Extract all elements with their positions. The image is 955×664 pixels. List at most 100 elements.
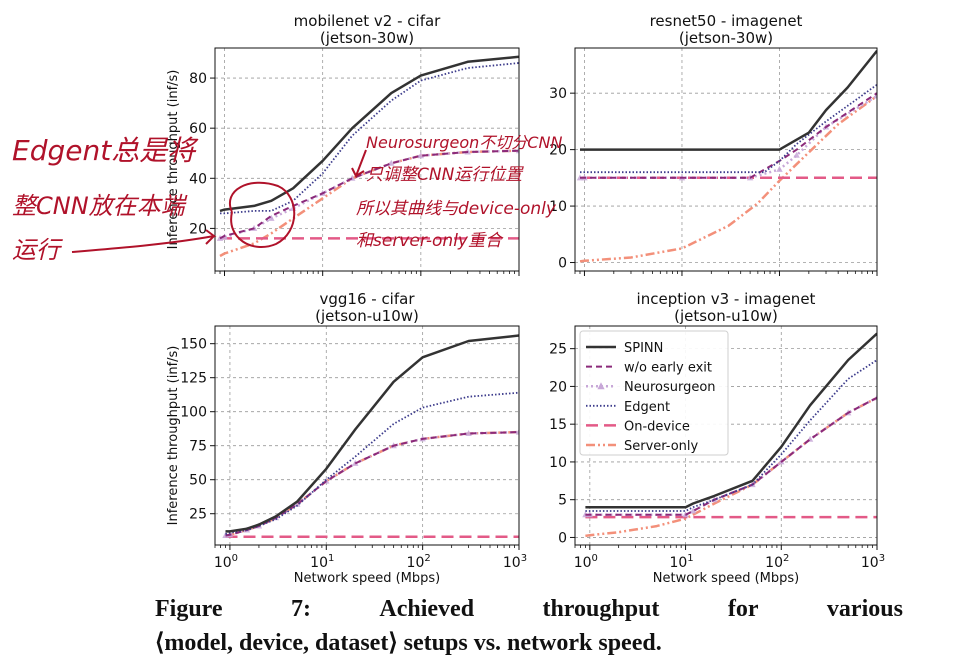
series-line-edgent bbox=[585, 359, 877, 512]
panel-mobilenet: mobilenet v2 - cifar(jetson-30w) 20 40 60 80… bbox=[166, 12, 520, 276]
panel-resnet50: resnet50 - imagenet(jetson-30w) 0 10 20 30 bbox=[549, 12, 878, 276]
y-tick-label: 40 bbox=[189, 171, 207, 187]
chart-title: vgg16 - cifar bbox=[319, 290, 415, 308]
y-tick-label: 80 bbox=[189, 71, 207, 87]
x-tick-label: 102 bbox=[407, 553, 431, 571]
y-tick-label: 20 bbox=[549, 379, 567, 395]
plot-frame bbox=[574, 47, 878, 272]
y-tick-label: 25 bbox=[189, 507, 207, 523]
series-marker-neurosurgeon bbox=[268, 214, 275, 221]
y-tick-label: 15 bbox=[549, 417, 567, 433]
series-line-edgent bbox=[580, 83, 877, 174]
y-tick-label: 60 bbox=[189, 121, 207, 137]
y-tick-label: 75 bbox=[189, 439, 207, 455]
plot-frame bbox=[214, 325, 520, 546]
annotation-arrow-left bbox=[71, 229, 217, 253]
legend-label: On-device bbox=[624, 419, 690, 434]
annotation-line-7: 和server-only重合 bbox=[356, 231, 504, 251]
x-axis-label: Network speed (Mbps) bbox=[653, 571, 799, 586]
caption-word: various bbox=[826, 596, 903, 622]
caption-word: Achieved bbox=[379, 596, 475, 622]
series-group bbox=[216, 55, 519, 258]
annotation-arrow-right bbox=[351, 149, 367, 179]
series-marker-neurosurgeon bbox=[294, 500, 301, 507]
chart-title: mobilenet v2 - cifar bbox=[294, 12, 442, 30]
annotation-line-4: Neurosurgeon不切分CNN bbox=[366, 133, 562, 152]
series-line-server-only bbox=[579, 94, 877, 263]
y-tick-label: 20 bbox=[189, 221, 207, 237]
series-group bbox=[576, 50, 877, 263]
caption-line-1: Figure 7: Achieved throughput for variou… bbox=[155, 592, 903, 626]
series-marker-neurosurgeon bbox=[515, 428, 519, 435]
y-tick-label: 10 bbox=[549, 455, 567, 471]
legend-label: SPINN bbox=[624, 341, 663, 356]
y-tick-label: 25 bbox=[549, 342, 567, 358]
y-tick-label: 0 bbox=[558, 256, 567, 272]
series-marker-neurosurgeon bbox=[776, 165, 783, 172]
legend: SPINN w/o early exit Neurosurgeon Edgent On-… bbox=[579, 330, 729, 456]
series-marker-neurosurgeon bbox=[388, 159, 395, 166]
x-tick-label: 100 bbox=[574, 553, 598, 571]
series-marker-neurosurgeon bbox=[515, 147, 519, 154]
y-tick-label: 0 bbox=[558, 530, 567, 546]
caption-word: 7: bbox=[290, 596, 311, 622]
chart-subtitle: (jetson-u10w) bbox=[315, 307, 419, 325]
series-line-neurosurgeon bbox=[219, 149, 519, 240]
y-axis-label: Inference throughput (inf/s) bbox=[166, 70, 181, 250]
y-tick-label: 125 bbox=[180, 371, 207, 387]
series-group bbox=[582, 332, 877, 538]
series-line-edgent bbox=[225, 391, 519, 535]
annotation-line-2: 整CNN放在本端 bbox=[12, 192, 188, 220]
x-tick-label: 102 bbox=[765, 553, 789, 571]
legend-label: Server-only bbox=[624, 439, 699, 454]
y-tick-label: 150 bbox=[180, 337, 207, 353]
y-tick-label: 20 bbox=[549, 143, 567, 159]
series-line-edgent bbox=[220, 62, 519, 215]
series-marker-neurosurgeon bbox=[417, 152, 425, 159]
y-tick-label: 5 bbox=[558, 493, 567, 509]
panel-vgg16: vgg16 - cifar(jetson-u10w) 25 50 75 100 125 15… bbox=[166, 290, 527, 586]
caption-word: for bbox=[727, 596, 759, 622]
legend-box bbox=[579, 330, 729, 456]
series-group bbox=[222, 334, 519, 539]
legend-label: w/o early exit bbox=[624, 361, 712, 376]
legend-marker bbox=[597, 382, 605, 390]
chart-subtitle: (jetson-30w) bbox=[320, 29, 414, 47]
x-tick-label: 100 bbox=[214, 553, 238, 571]
x-tick-label: 101 bbox=[310, 553, 334, 571]
series-line-spinn bbox=[219, 55, 519, 213]
series-line-spinn bbox=[585, 332, 877, 509]
series-line-spinn bbox=[580, 50, 877, 151]
y-axis-label: Inference throughput (inf/s) bbox=[166, 346, 181, 526]
x-tick-label: 103 bbox=[503, 553, 527, 571]
y-tick-label: 30 bbox=[549, 86, 567, 102]
series-marker-neurosurgeon bbox=[689, 507, 697, 514]
series-line-neurosurgeon bbox=[580, 94, 877, 180]
annotation-line-1: Edgent总是将 bbox=[12, 134, 199, 167]
series-line-w-o-early-exit bbox=[580, 92, 877, 179]
plot-frame bbox=[574, 325, 878, 546]
y-tick-label: 10 bbox=[549, 199, 567, 215]
annotation-line-5: 只调整CNN运行位置 bbox=[366, 165, 524, 185]
plot-frame bbox=[214, 47, 520, 272]
caption-word: Figure bbox=[155, 596, 223, 622]
series-marker-neurosurgeon bbox=[465, 429, 472, 436]
annotation-circle bbox=[229, 181, 296, 249]
y-tick-label: 100 bbox=[180, 405, 207, 421]
series-marker-neurosurgeon bbox=[873, 92, 877, 99]
x-tick-label: 101 bbox=[669, 553, 693, 571]
series-line-spinn bbox=[225, 334, 519, 533]
figure-caption: Figure 7: Achieved throughput for variou… bbox=[155, 592, 903, 660]
x-tick-label: 103 bbox=[861, 553, 885, 571]
x-axis-label: Network speed (Mbps) bbox=[294, 571, 440, 586]
chart-title: resnet50 - imagenet bbox=[650, 12, 803, 30]
series-marker-neurosurgeon bbox=[793, 151, 800, 158]
chart-subtitle: (jetson-30w) bbox=[679, 29, 773, 47]
series-line-w-o-early-exit bbox=[219, 149, 519, 240]
handwritten-annotations: Edgent总是将 整CNN放在本端 运行 Neurosurgeon不切分CNN… bbox=[12, 133, 562, 264]
caption-word: throughput bbox=[542, 596, 660, 622]
caption-line-2: ⟨model, device, dataset⟩ setups vs. netw… bbox=[155, 630, 662, 656]
legend-label: Neurosurgeon bbox=[624, 380, 716, 395]
chart-title: inception v3 - imagenet bbox=[637, 290, 816, 308]
